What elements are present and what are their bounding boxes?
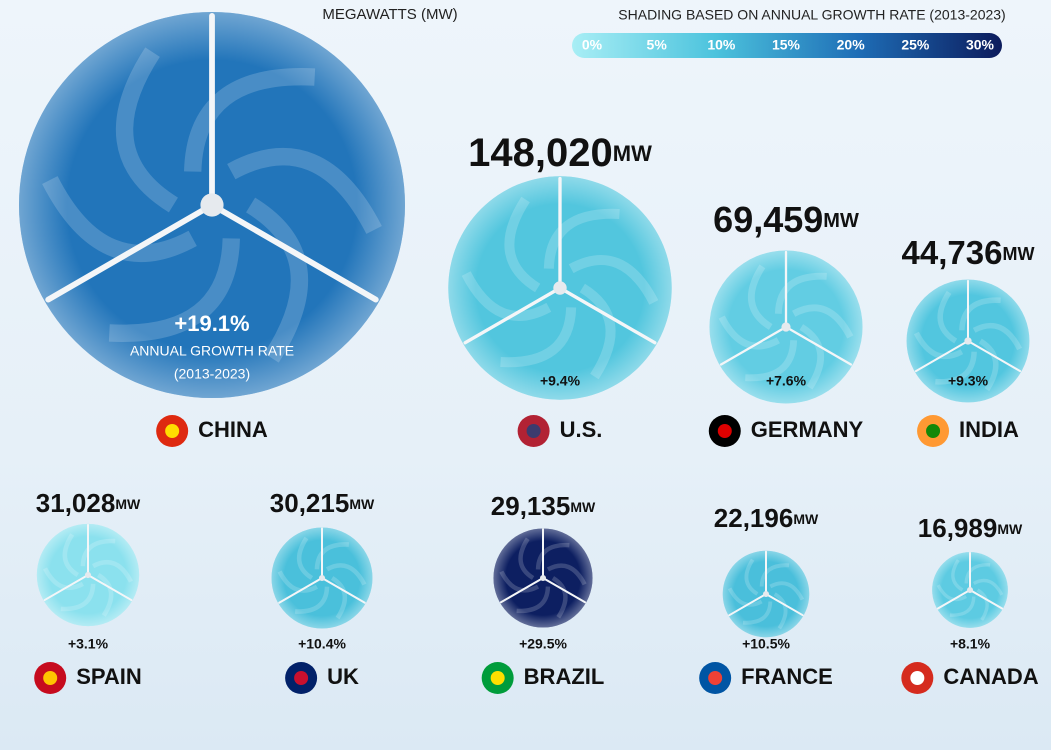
value-label: 44,736MW	[902, 234, 1035, 271]
turbine-blade	[784, 325, 853, 366]
turbine-blade	[728, 593, 767, 617]
value-label: 16,989MW	[918, 513, 1023, 543]
flag-detail	[926, 424, 941, 438]
flag-detail	[165, 424, 180, 438]
legend-tick-label: 5%	[647, 37, 668, 53]
flag-detail	[43, 671, 58, 685]
turbine-blade	[87, 574, 133, 602]
growth-label: +9.4%	[540, 373, 581, 389]
growth-label: +10.4%	[298, 636, 346, 652]
growth-label: +29.5%	[519, 636, 567, 652]
value-label: 69,459MW	[713, 199, 859, 240]
value-number: 69,459	[713, 199, 823, 240]
turbine-hub	[540, 575, 546, 581]
value-number: 22,196	[714, 503, 794, 533]
turbine-blade	[765, 593, 804, 617]
legend-tick-label: 10%	[707, 37, 736, 53]
turbine-blade	[45, 202, 215, 303]
country-label: U.S.	[560, 417, 603, 442]
flag-detail	[708, 671, 723, 685]
flag-detail	[490, 671, 505, 685]
value-label: 148,020MW	[468, 131, 652, 175]
turbine-hub	[200, 193, 224, 217]
value-number: 148,020	[468, 131, 613, 175]
turbine-hub	[318, 574, 326, 582]
legend-tick-label: 0%	[582, 37, 603, 53]
subtitle: MEGAWATTS (MW)	[322, 6, 457, 23]
turbine-blade	[209, 202, 379, 303]
turbine-hub	[967, 587, 973, 593]
growth-label: +8.1%	[950, 636, 991, 652]
turbine-blade	[278, 577, 323, 604]
turbine-blade	[499, 577, 544, 604]
turbine-blade	[914, 340, 969, 373]
turbine-blade	[967, 340, 1022, 373]
country-label: BRAZIL	[524, 664, 605, 689]
value-label: 29,135MW	[491, 491, 596, 521]
flag-detail	[294, 671, 309, 685]
value-label: 22,196MW	[714, 503, 819, 533]
growth-label: +19.1%	[174, 311, 249, 336]
legend-tick-label: 25%	[901, 37, 930, 53]
turbine-hub	[964, 337, 972, 345]
legend-title: SHADING BASED ON ANNUAL GROWTH RATE (201…	[618, 7, 1005, 23]
growth-label: +9.3%	[948, 373, 989, 389]
value-number: 31,028	[36, 488, 116, 518]
growth-label: +10.5%	[742, 636, 790, 652]
value-unit: MW	[115, 496, 141, 512]
turbine-hub	[553, 281, 567, 295]
value-unit: MW	[349, 496, 375, 512]
country-label: UK	[327, 664, 359, 689]
flag-detail	[717, 424, 732, 438]
value-number: 16,989	[918, 513, 998, 543]
value-unit: MW	[823, 210, 859, 232]
turbine-hub	[781, 322, 791, 332]
value-unit: MW	[613, 141, 652, 166]
value-number: 44,736	[902, 234, 1003, 271]
value-unit: MW	[997, 521, 1023, 537]
value-unit: MW	[570, 499, 596, 515]
legend-tick-label: 20%	[837, 37, 866, 53]
turbine-blade	[936, 589, 971, 610]
turbine-hub	[763, 591, 769, 597]
country-label: CANADA	[943, 664, 1038, 689]
turbine-blade	[463, 286, 562, 345]
turbine-blade	[43, 574, 89, 602]
legend-tick-label: 30%	[966, 37, 995, 53]
turbine-blade	[542, 577, 587, 604]
turbine-blade	[719, 325, 788, 366]
country-label: GERMANY	[751, 417, 864, 442]
value-unit: MW	[1002, 244, 1034, 264]
flag-detail	[910, 671, 925, 685]
country-label: SPAIN	[76, 664, 142, 689]
turbine-blade	[969, 589, 1004, 610]
turbine-blade	[558, 286, 657, 345]
value-label: 31,028MW	[36, 488, 141, 518]
growth-period: (2013-2023)	[174, 366, 250, 382]
country-label: CHINA	[198, 417, 268, 442]
growth-label: +7.6%	[766, 373, 807, 389]
growth-note: ANNUAL GROWTH RATE	[130, 343, 294, 359]
turbine-blade	[321, 577, 366, 604]
flag-detail	[526, 424, 541, 438]
value-number: 29,135	[491, 491, 571, 521]
legend-tick-label: 15%	[772, 37, 801, 53]
value-number: 30,215	[270, 488, 350, 518]
value-label: 30,215MW	[270, 488, 375, 518]
turbine-hub	[84, 571, 92, 579]
growth-label: +3.1%	[68, 636, 109, 652]
bubbles: +19.1% ANNUAL GROWTH RATE (2013-2023) CHINA…	[19, 12, 1039, 694]
legend-colorbar	[572, 33, 1002, 58]
country-label: FRANCE	[741, 664, 833, 689]
country-label: INDIA	[959, 417, 1019, 442]
value-unit: MW	[793, 511, 819, 527]
